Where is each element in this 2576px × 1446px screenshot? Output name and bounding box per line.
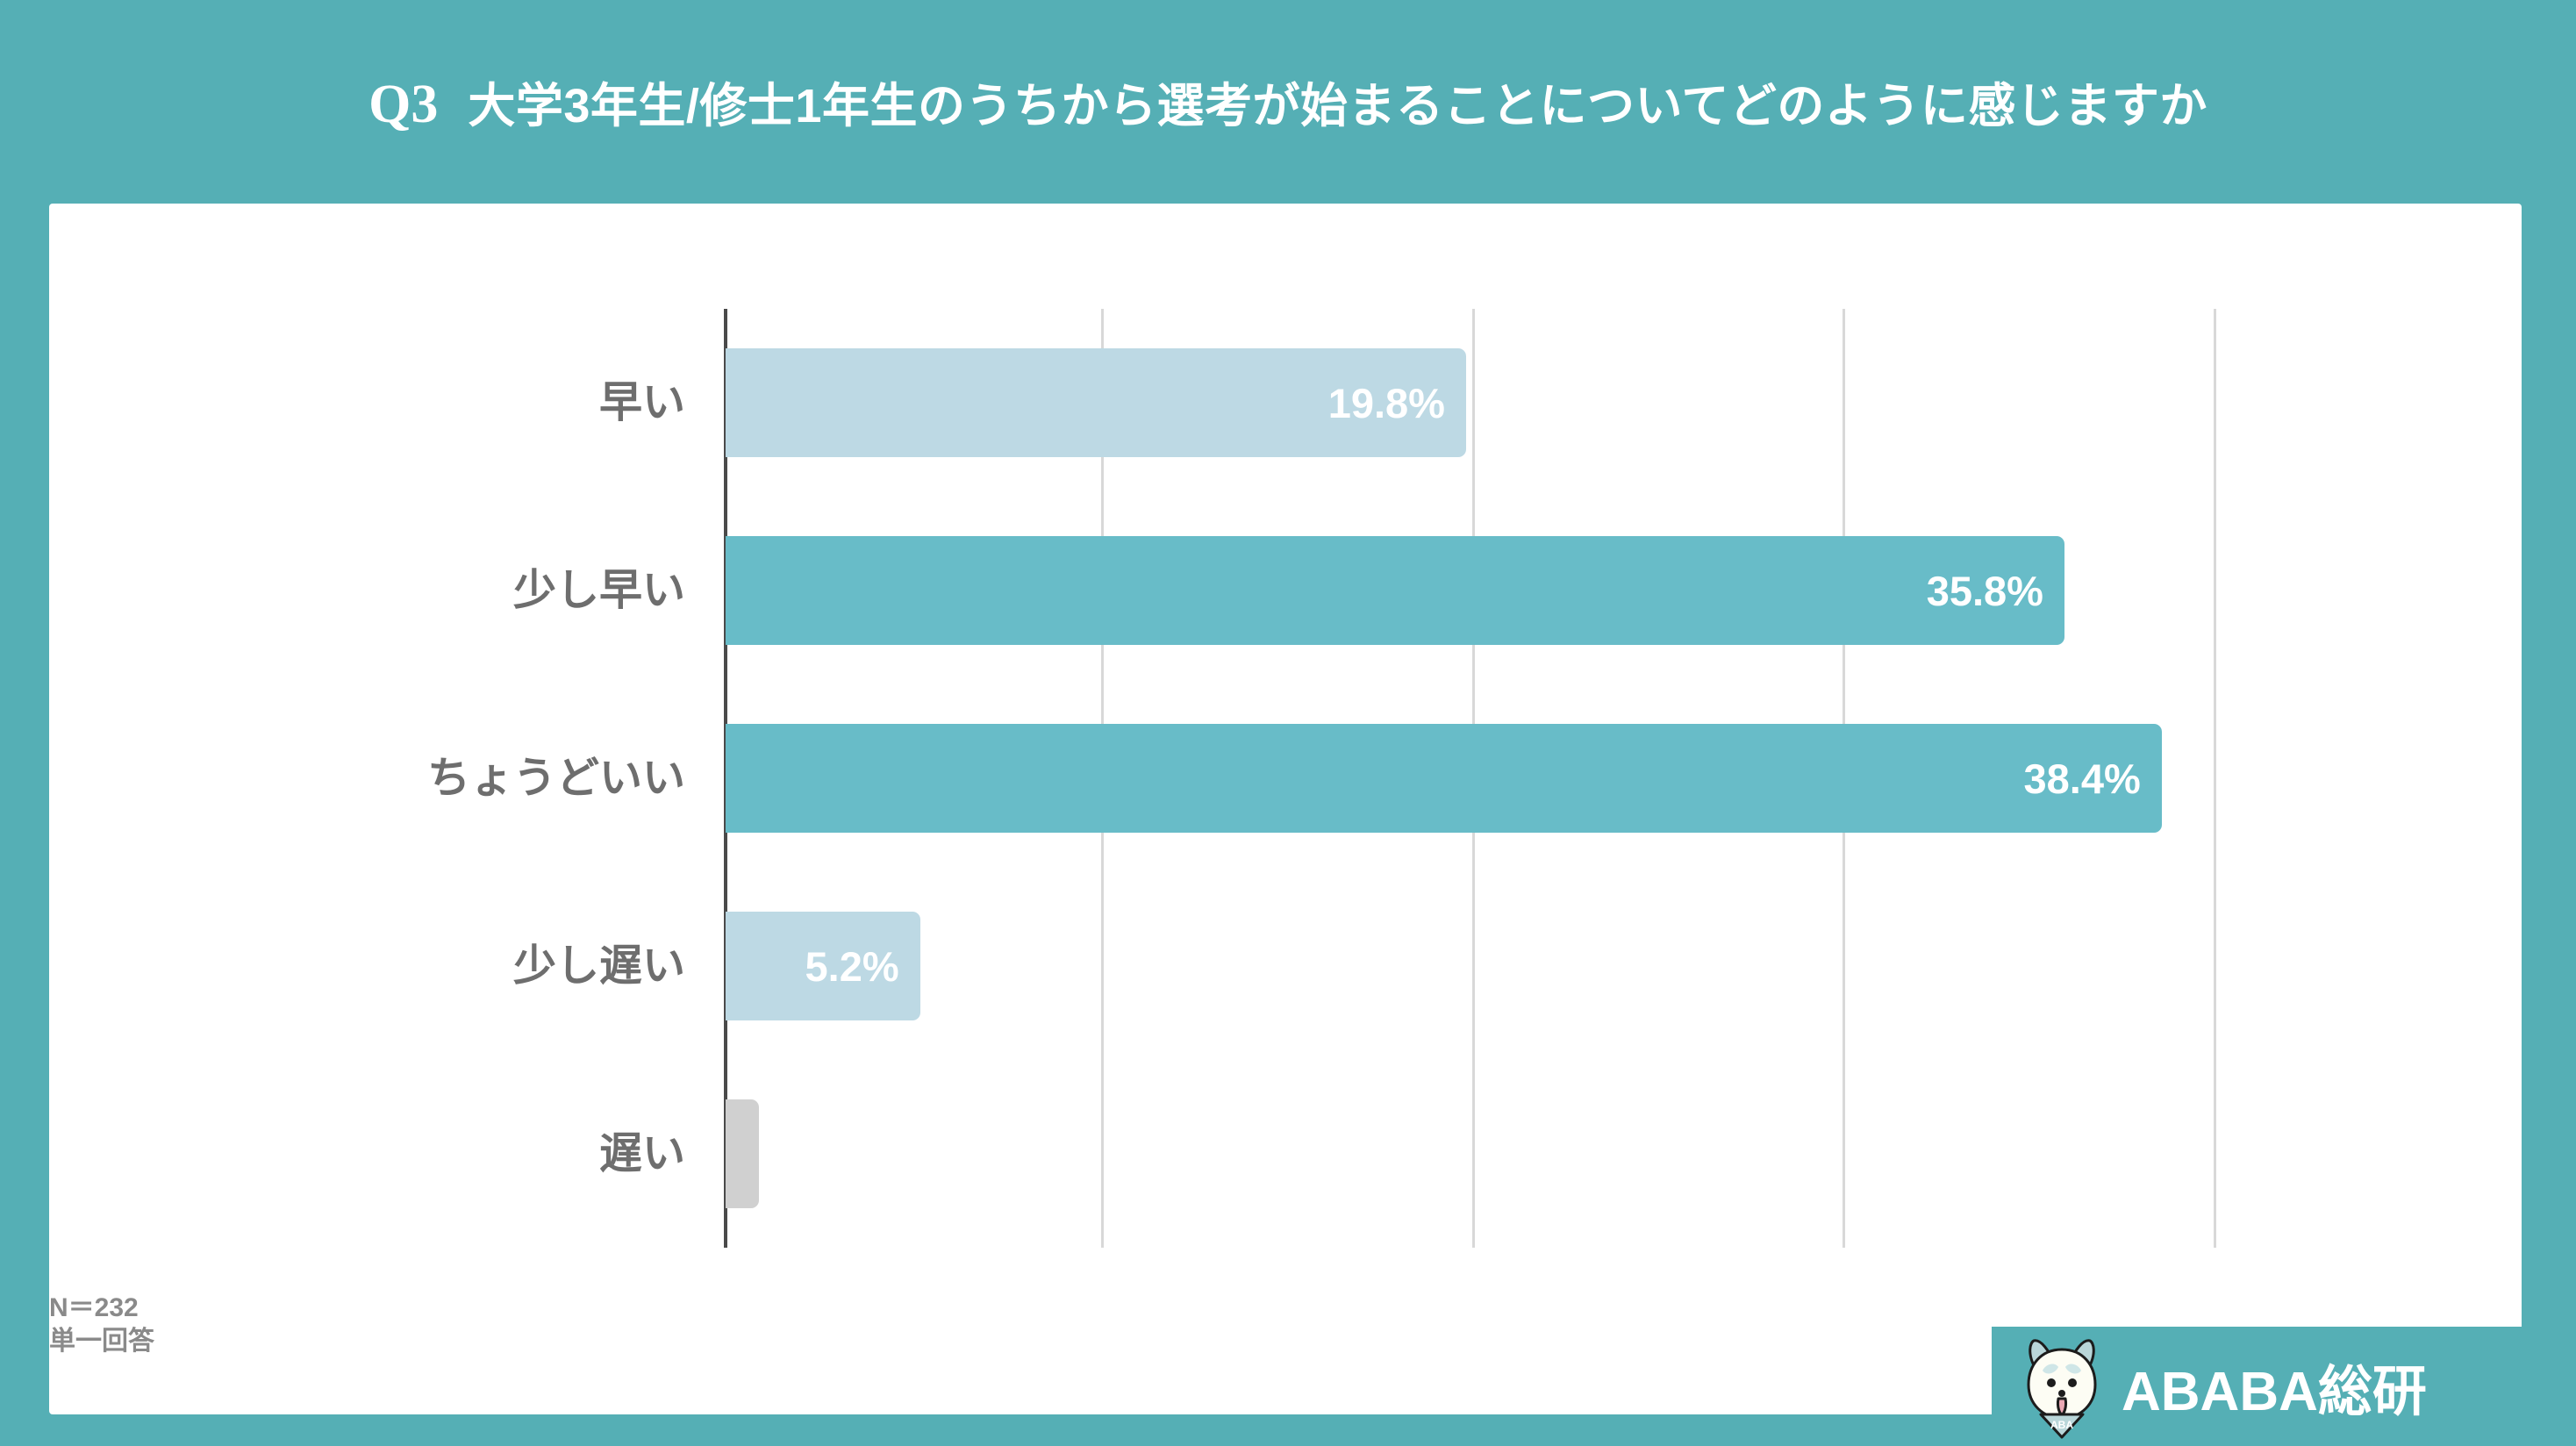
bar-row: ちょうどいい 38.4% [427, 684, 2220, 872]
bar-value-label: 19.8% [1327, 379, 1445, 426]
bar-rows: 早い 19.8% 少し早い 35.8% ちょうどいい 38.4% 少し遅い 5.2% 遅い [427, 309, 2220, 1248]
bar-row: 少し早い 35.8% [513, 497, 2220, 684]
category-label: ちょうどいい [426, 754, 685, 802]
page-title: Q3 大学3年生/修士1年生のうちから選考が始まることについてどのように感じます… [369, 67, 2207, 136]
brand-logo: ABA ABABA総研 [1992, 1327, 2576, 1446]
brand-name: ABABA総研 [2122, 1362, 2427, 1422]
category-label: 少し早い [512, 566, 685, 614]
bar [726, 1099, 760, 1208]
bar-value-label: 38.4% [2023, 755, 2141, 802]
sample-size-text: N＝232 [49, 1293, 139, 1322]
bar: 35.8% [726, 536, 2064, 645]
sample-note: N＝232 単一回答 [49, 1292, 154, 1357]
category-label: 遅い [598, 1129, 685, 1178]
bar: 38.4% [726, 724, 2162, 833]
question-number: Q3 [369, 74, 439, 134]
bar-value-label: 5.2% [805, 942, 899, 990]
svg-text:ABA: ABA [2050, 1419, 2073, 1431]
bar: 5.2% [726, 912, 920, 1020]
answer-type-text: 単一回答 [49, 1326, 154, 1356]
category-label: 早い [598, 378, 685, 426]
bar-value-label: 35.8% [1926, 567, 2043, 614]
chart-header: Q3 大学3年生/修士1年生のうちから選考が始まることについてどのように感じます… [0, 0, 2576, 202]
bar-row: 遅い [599, 1060, 2220, 1248]
plot-area: 早い 19.8% 少し早い 35.8% ちょうどいい 38.4% 少し遅い 5.2% 遅い [427, 309, 2220, 1248]
question-text: 大学3年生/修士1年生のうちから選考が始まることについてどのように感じますか [468, 79, 2207, 132]
bar-row: 早い 19.8% [599, 309, 2220, 497]
gridline-40 [2214, 309, 2216, 1248]
bar: 19.8% [726, 348, 1466, 457]
alpaca-icon: ABA [2014, 1334, 2109, 1439]
bar-row: 少し遅い 5.2% [513, 872, 2220, 1060]
chart-card: 早い 19.8% 少し早い 35.8% ちょうどいい 38.4% 少し遅い 5.2% 遅い [49, 204, 2522, 1414]
category-label: 少し遅い [512, 941, 685, 990]
